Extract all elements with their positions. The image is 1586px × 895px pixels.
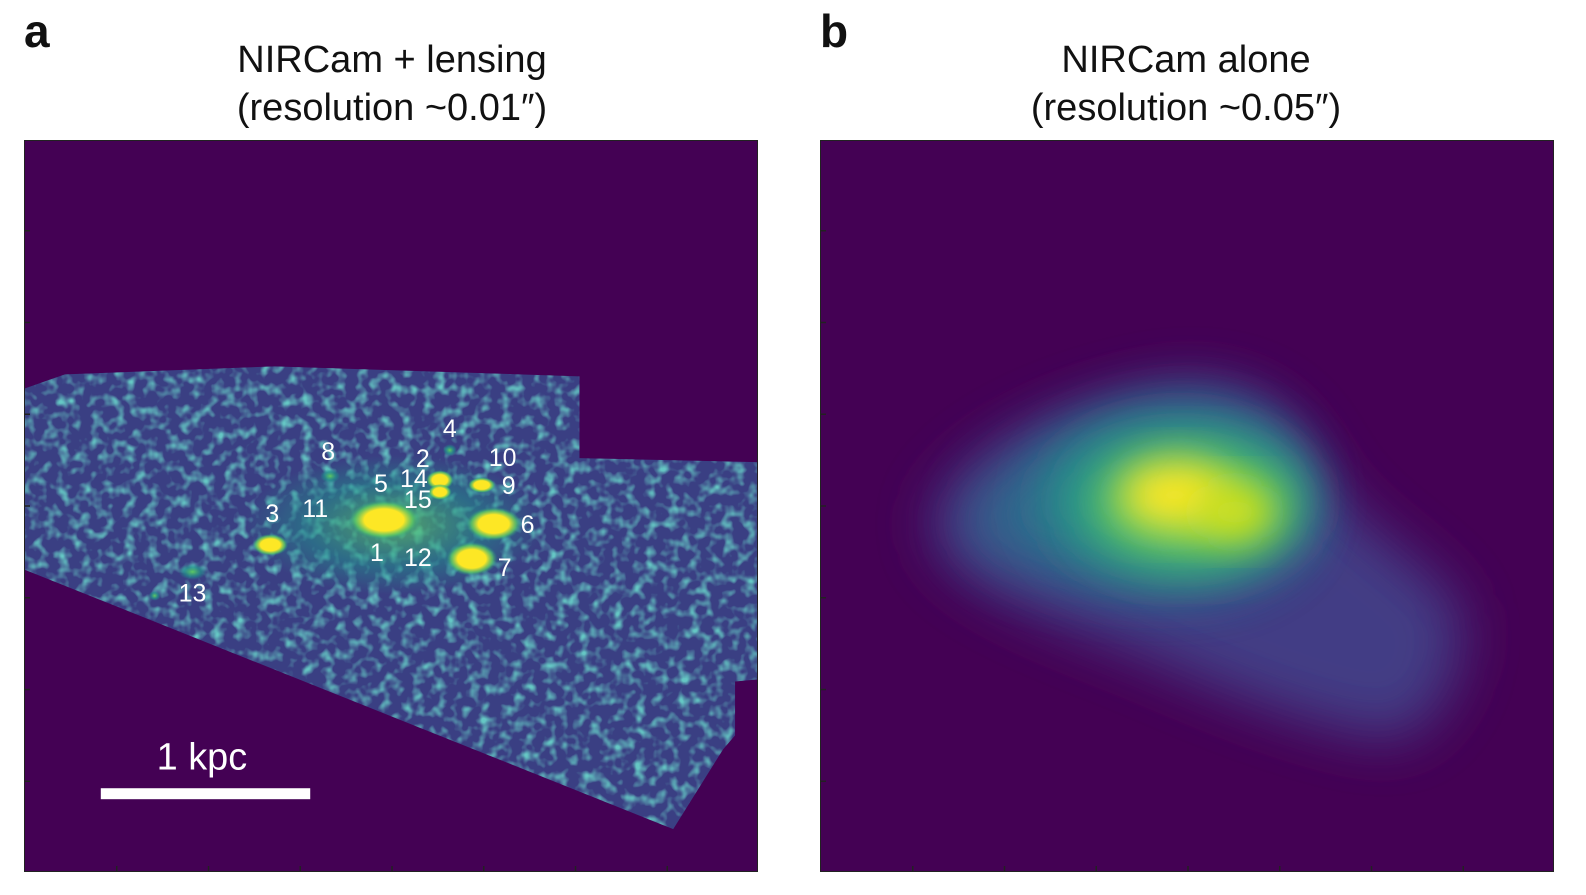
- panel-a-letter: a: [24, 5, 50, 57]
- scale-bar-label: 1 kpc: [157, 736, 248, 778]
- panel-a-title-line1: NIRCam + lensing: [237, 39, 547, 81]
- panel-b-image: [820, 140, 1554, 872]
- source-label-12: 12: [404, 544, 432, 572]
- source-label-2: 2: [416, 445, 430, 473]
- panel-a-title-line2: (resolution ~0.01″): [236, 87, 548, 129]
- blurred-secondary-core: [1194, 484, 1275, 540]
- source-label-15: 15: [404, 486, 432, 514]
- clump-3: [252, 533, 289, 556]
- source-label-13: 13: [179, 580, 207, 608]
- clump-14: [425, 470, 454, 491]
- source-label-6: 6: [521, 511, 535, 539]
- clump-9: [467, 477, 496, 494]
- panel-a-ticks: [25, 230, 668, 871]
- clump-13: [178, 563, 207, 580]
- source-label-4: 4: [443, 415, 457, 443]
- panel-a-image: 1 2 3 4 5 6 7 8 9 10 11 12 13 14 15 1 kp…: [24, 140, 758, 872]
- clump-4: [442, 444, 457, 457]
- panel-b-title: NIRCam alone (resolution ~0.05″): [816, 36, 1556, 132]
- panel-b-ticks: [821, 230, 1464, 871]
- panel-b-letter: b: [820, 5, 849, 57]
- source-label-8: 8: [321, 438, 335, 466]
- scale-bar: [100, 788, 311, 800]
- source-label-7: 7: [498, 554, 512, 582]
- source-label-9: 9: [502, 472, 516, 500]
- panel-a-title: NIRCam + lensing (resolution ~0.01″): [22, 36, 762, 132]
- clump-7: [445, 541, 498, 576]
- source-label-5: 5: [374, 470, 388, 498]
- source-label-14: 14: [400, 465, 428, 493]
- panel-a-svg: 1 2 3 4 5 6 7 8 9 10 11 12 13 14 15 1 kp…: [25, 141, 757, 871]
- source-label-11: 11: [302, 495, 328, 523]
- panel-b-svg: [821, 141, 1553, 871]
- clump-1: [348, 500, 420, 540]
- clump-6: [465, 506, 522, 541]
- clump-15: [427, 484, 452, 501]
- clump-8: [320, 469, 341, 484]
- panel-b-title-line1: NIRCam alone: [1061, 39, 1311, 81]
- panel-b-title-line2: (resolution ~0.05″): [1030, 87, 1342, 129]
- clump-minor: [148, 590, 161, 601]
- source-label-3: 3: [265, 500, 279, 528]
- galaxy-noise: [25, 366, 757, 830]
- source-label-1: 1: [370, 539, 384, 567]
- source-label-10: 10: [489, 444, 517, 472]
